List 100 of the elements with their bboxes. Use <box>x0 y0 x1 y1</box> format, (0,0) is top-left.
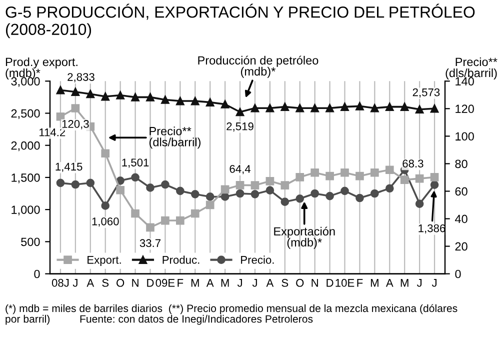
point <box>415 105 424 114</box>
point <box>280 198 290 206</box>
x-tick-label: D <box>147 279 154 287</box>
point <box>176 216 184 225</box>
data-label: 1,060 <box>92 217 119 227</box>
point <box>146 93 154 102</box>
x-tick-label: M <box>370 279 378 287</box>
x-tick-label: A <box>86 279 94 287</box>
x-tick-label: J <box>416 279 422 287</box>
point <box>280 102 290 111</box>
y2-tick-label: 20 <box>455 242 468 251</box>
data-label: 68.3 <box>402 160 424 168</box>
legend-label: Precio. <box>241 256 274 264</box>
x-tick-label: M <box>221 279 229 287</box>
y-tick-label: 2,000 <box>11 141 40 152</box>
legend-label: Export. <box>88 256 121 266</box>
point <box>356 102 364 110</box>
x-tick-label: F <box>357 279 363 287</box>
x-tick-label: J <box>237 279 242 287</box>
point <box>206 98 214 106</box>
x-tick-label: A <box>386 279 394 287</box>
point <box>146 184 154 192</box>
data-label: 2,573 <box>412 88 440 98</box>
point <box>236 189 244 198</box>
x-tick-label: A <box>206 279 214 287</box>
y2-tick-label: 0 <box>455 270 461 278</box>
x-tick-label: A <box>266 279 274 287</box>
point <box>161 180 170 189</box>
point <box>101 202 110 210</box>
point <box>430 180 439 189</box>
point <box>370 168 379 177</box>
point <box>296 194 304 203</box>
data-label: 1,386 <box>418 224 446 234</box>
y2-axis-title: Precio** (dls/barril) <box>446 57 498 80</box>
point <box>430 173 439 182</box>
point <box>116 186 124 194</box>
point <box>266 104 274 112</box>
point <box>415 174 424 183</box>
point <box>190 96 200 106</box>
x-tick-label: M <box>191 279 199 287</box>
x-tick-label: S <box>102 278 109 287</box>
x-tick-label: O <box>116 278 124 287</box>
point <box>146 223 154 232</box>
point <box>370 104 379 112</box>
point <box>131 173 140 182</box>
point <box>370 189 379 198</box>
point <box>86 178 95 188</box>
x-tick-label: 08J <box>52 278 69 287</box>
point <box>56 178 65 188</box>
x-tick-label: N <box>132 279 138 287</box>
y2-tick-label: 60 <box>455 187 468 196</box>
point <box>56 86 65 94</box>
point <box>326 104 334 112</box>
y2-tick-label: 80 <box>455 160 468 168</box>
x-tick-label: F <box>178 279 184 287</box>
point <box>340 102 349 111</box>
point <box>71 88 80 96</box>
point <box>176 186 184 196</box>
x-tick-label: S <box>282 278 288 287</box>
annotation: Exportación (mdb)* <box>274 226 335 249</box>
point <box>190 209 200 218</box>
point <box>71 104 80 112</box>
x-tick-label: J <box>252 279 257 287</box>
point <box>280 181 290 190</box>
point <box>206 200 214 210</box>
point <box>220 100 230 108</box>
chart-title: G-5 PRODUCCIÓN, EXPORTACIÓN Y PRECIO DEL PETRÓLEO (2008-2010) <box>6 4 475 38</box>
point <box>326 172 334 180</box>
point <box>310 168 319 177</box>
y2-tick-label: 120 <box>456 104 474 114</box>
point <box>101 149 110 158</box>
point <box>71 180 80 189</box>
point <box>266 177 274 186</box>
text: (*) mdb = miles de barriles diarios (**) Precio promedio mensual de la mezcla mexicana (dólares por barril) Fuente: con datos de Inegi/Indicadores Petroleros <box>6 304 458 325</box>
point <box>310 104 319 112</box>
point <box>220 185 230 194</box>
y2-tick-label: 100 <box>456 132 474 141</box>
y-tick-label: 500 <box>21 238 40 246</box>
data-label: 1,501 <box>122 158 149 168</box>
data-label: 2,833 <box>68 73 94 82</box>
text: Producción de petróleo (mdb)* <box>198 56 318 78</box>
x-tick-label: D <box>326 279 334 287</box>
data-label: 2,519 <box>226 122 254 132</box>
y-tick-label: 3,000 <box>11 77 40 87</box>
x-tick-label: M <box>400 279 408 287</box>
annotation: Precio** (dls/barril) <box>149 126 200 149</box>
point <box>176 96 184 106</box>
data-label: 120,3 <box>62 120 89 130</box>
point <box>296 173 304 182</box>
point <box>236 180 244 190</box>
point <box>400 102 409 111</box>
y2-tick-label: 40 <box>454 214 468 224</box>
point <box>340 186 349 196</box>
data-label: 1,415 <box>56 162 82 172</box>
x-tick-label: O <box>296 278 304 287</box>
point <box>400 176 409 184</box>
point <box>86 90 95 98</box>
point <box>206 192 214 201</box>
point <box>415 200 424 208</box>
x-tick-label: J <box>72 279 78 287</box>
